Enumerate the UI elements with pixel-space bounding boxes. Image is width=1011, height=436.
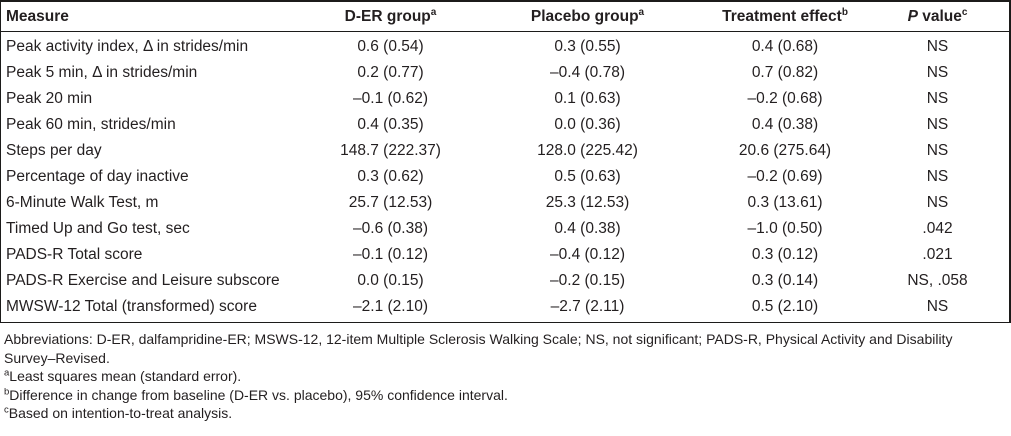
treatment-effect-value-cell: –0.2 (0.69) [747, 168, 823, 185]
measure-cell: PADS-R Exercise and Leisure subscore [6, 272, 280, 289]
der-group-value-cell: 0.3 (0.62) [357, 168, 424, 185]
table-body: Peak activity index, Δ in strides/min 0.… [1, 32, 1010, 323]
der-group-value-cell: 25.7 (12.53) [348, 194, 433, 211]
table-row: Timed Up and Go test, sec –0.6 (0.38) 0.… [1, 216, 1010, 242]
der-group-value-cell: 0.2 (0.77) [357, 64, 424, 81]
der-group-value-cell: –0.6 (0.38) [353, 220, 428, 237]
treatment-effect-value-cell: –1.0 (0.50) [747, 220, 823, 237]
table-row: Percentage of day inactive 0.3 (0.62) 0.… [1, 164, 1010, 190]
header-treatment-effect: Treatment effectb [705, 2, 865, 32]
measure-cell: MWSW-12 Total (transformed) score [6, 298, 257, 315]
header-pvalue-label: value [917, 7, 962, 25]
footnote-c: cBased on intention-to-treat analysis. [4, 404, 1005, 423]
measure-cell: Peak 20 min [6, 90, 93, 107]
p-value-cell: NS [926, 168, 949, 185]
footnote-a: aLeast squares mean (standard error). [4, 367, 1005, 386]
der-group-value-cell: 148.7 (222.37) [340, 142, 441, 159]
placebo-group-value-cell: 0.1 (0.63) [554, 90, 621, 107]
header-pvalue-footnote-mark: c [961, 6, 968, 18]
measure-cell: Peak 60 min, strides/min [6, 116, 176, 133]
p-value-cell: NS [926, 298, 949, 315]
header-der-footnote-mark: a [430, 6, 437, 18]
table-row: Peak 5 min, Δ in strides/min 0.2 (0.77) … [1, 60, 1010, 86]
footnote-b-mark: b [4, 385, 10, 397]
placebo-group-value-cell: 0.3 (0.55) [554, 38, 621, 55]
p-value-cell: NS [926, 142, 949, 159]
measure-cell: Steps per day [6, 142, 102, 159]
header-placebo-footnote-mark: a [638, 6, 645, 18]
measure-cell: Peak 5 min, Δ in strides/min [6, 64, 198, 81]
treatment-effect-value-cell: 0.3 (0.12) [751, 246, 819, 263]
treatment-effect-value-cell: 0.7 (0.82) [751, 64, 819, 81]
placebo-group-value-cell: 0.4 (0.38) [554, 220, 621, 237]
table-row: Peak activity index, Δ in strides/min 0.… [1, 32, 1010, 61]
table-row: Steps per day 148.7 (222.37) 128.0 (225.… [1, 138, 1010, 164]
treatment-effect-value-cell: 0.3 (0.14) [751, 272, 819, 289]
measure-cell: 6-Minute Walk Test, m [6, 194, 159, 211]
der-group-value-cell: –0.1 (0.62) [353, 90, 428, 107]
header-der-label: D-ER group [344, 7, 431, 25]
placebo-group-value-cell: –2.7 (2.11) [550, 298, 625, 315]
treatment-effect-value-cell: –0.2 (0.68) [747, 90, 823, 107]
placebo-group-value-cell: 128.0 (225.42) [537, 142, 638, 159]
p-value-cell: NS [926, 90, 949, 107]
header-effect-footnote-mark: b [841, 6, 848, 18]
placebo-group-value-cell: 0.0 (0.36) [554, 116, 621, 133]
treatment-effect-value-cell: 0.4 (0.38) [751, 116, 819, 133]
treatment-effect-value-cell: 0.5 (2.10) [751, 298, 819, 315]
der-group-value-cell: –0.1 (0.12) [353, 246, 428, 263]
p-value-cell: .021 [922, 246, 953, 263]
p-value-cell: NS [926, 38, 949, 55]
footnote-c-mark: c [4, 404, 9, 416]
header-p-value: P valuec [865, 2, 1010, 32]
p-value-cell: NS [926, 64, 949, 81]
der-group-value-cell: 0.4 (0.35) [357, 116, 424, 133]
footnote-c-text: Based on intention-to-treat analysis. [8, 405, 233, 421]
table-row: Peak 20 min –0.1 (0.62) 0.1 (0.63) –0.2 … [1, 86, 1010, 112]
header-measure: Measure [1, 2, 311, 32]
table-row: PADS-R Total score –0.1 (0.12) –0.4 (0.1… [1, 242, 1010, 268]
placebo-group-value-cell: –0.4 (0.78) [550, 64, 625, 81]
header-effect-label: Treatment effect [722, 7, 842, 25]
measure-cell: Peak activity index, Δ in strides/min [6, 38, 249, 55]
der-group-value-cell: 0.0 (0.15) [357, 272, 424, 289]
p-value-cell: .042 [922, 220, 953, 237]
table-header: Measure D-ER groupa Placebo groupa Treat… [1, 2, 1010, 32]
footnote-b: bDifference in change from baseline (D-E… [4, 386, 1005, 405]
table-row: MWSW-12 Total (transformed) score –2.1 (… [1, 294, 1010, 322]
treatment-effect-value-cell: 0.4 (0.68) [751, 38, 819, 55]
p-value-cell: NS, .058 [907, 272, 968, 289]
placebo-group-value-cell: 25.3 (12.53) [545, 194, 630, 211]
placebo-group-value-cell: 0.5 (0.63) [554, 168, 621, 185]
measure-cell: PADS-R Total score [6, 246, 143, 263]
measure-cell: Timed Up and Go test, sec [6, 220, 190, 237]
placebo-group-value-cell: –0.2 (0.15) [550, 272, 625, 289]
footnote-a-mark: a [4, 367, 10, 379]
footnote-b-text: Difference in change from baseline (D-ER… [9, 386, 508, 403]
der-group-value-cell: –2.1 (2.10) [353, 298, 428, 315]
p-value-cell: NS [926, 116, 949, 133]
placebo-group-value-cell: –0.4 (0.12) [550, 246, 625, 263]
table-row: PADS-R Exercise and Leisure subscore 0.0… [1, 268, 1010, 294]
header-placebo-group: Placebo groupa [470, 2, 705, 32]
measure-cell: Percentage of day inactive [6, 168, 189, 185]
header-measure-label: Measure [6, 7, 69, 25]
results-table-frame: Measure D-ER groupa Placebo groupa Treat… [0, 0, 1011, 323]
footnotes-section: Abbreviations: D-ER, dalfampridine-ER; M… [0, 323, 1011, 423]
table-row: 6-Minute Walk Test, m 25.7 (12.53) 25.3 … [1, 190, 1010, 216]
footnote-a-text: Least squares mean (standard error). [9, 368, 242, 384]
header-der-group: D-ER groupa [311, 2, 470, 32]
der-group-value-cell: 0.6 (0.54) [357, 38, 424, 55]
table-row: Peak 60 min, strides/min 0.4 (0.35) 0.0 … [1, 112, 1010, 138]
header-row: Measure D-ER groupa Placebo groupa Treat… [1, 2, 1010, 32]
results-table: Measure D-ER groupa Placebo groupa Treat… [1, 2, 1010, 322]
footnote-text: Abbreviations: D-ER, dalfampridine-ER; M… [4, 331, 953, 366]
treatment-effect-value-cell: 20.6 (275.64) [738, 142, 832, 159]
header-pvalue-italic-p: P [907, 7, 918, 25]
abbreviations-footnote: Abbreviations: D-ER, dalfampridine-ER; M… [4, 330, 1005, 367]
header-placebo-label: Placebo group [530, 7, 639, 25]
p-value-cell: NS [926, 194, 949, 211]
treatment-effect-value-cell: 0.3 (13.61) [747, 194, 823, 211]
